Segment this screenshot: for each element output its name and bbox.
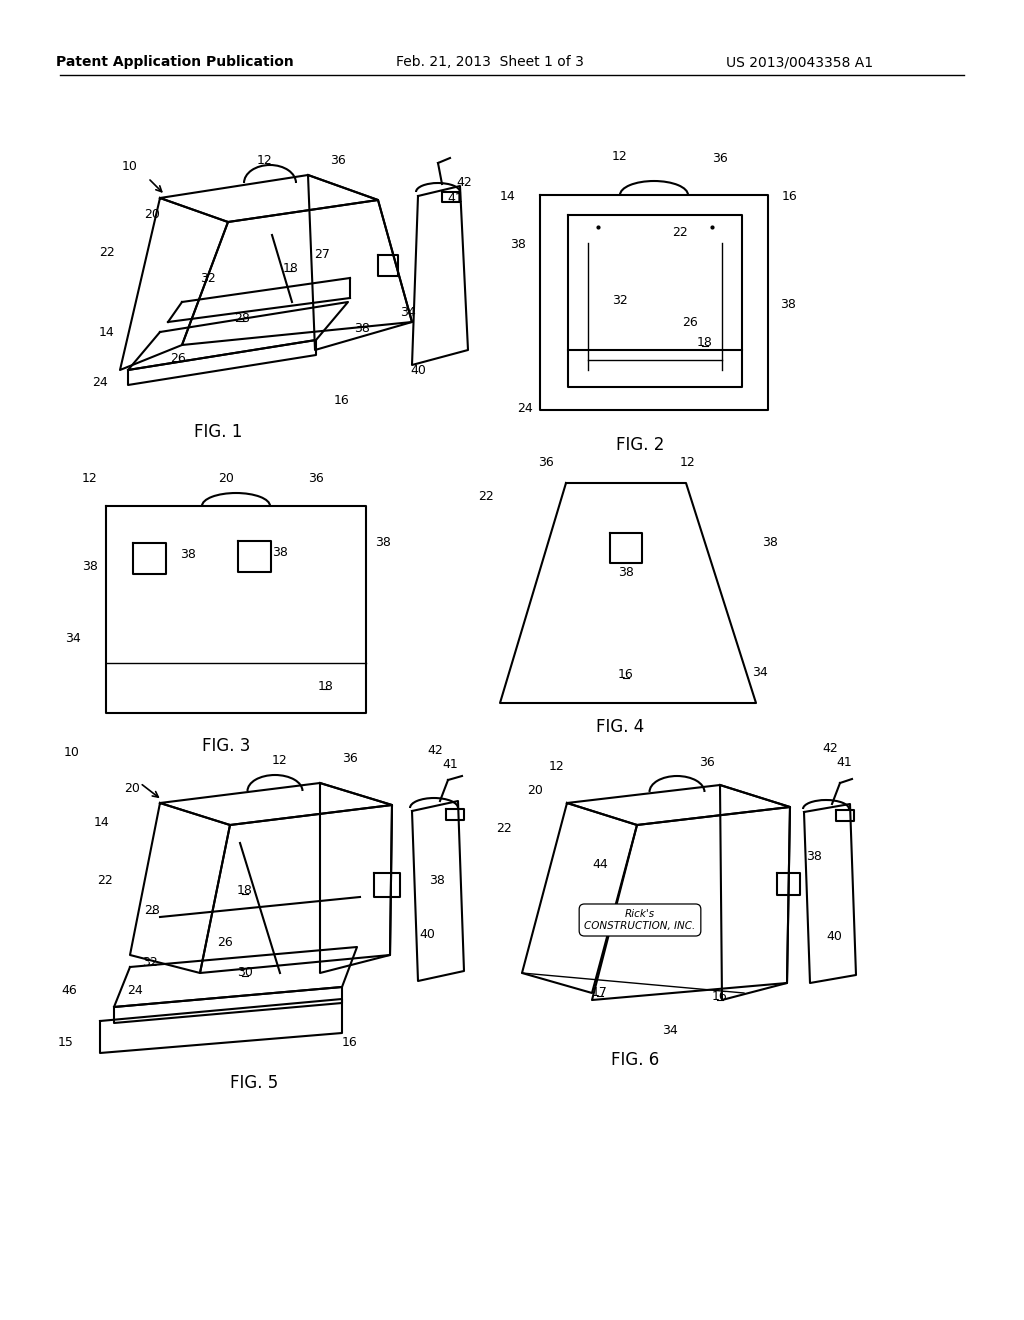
Text: 42: 42: [456, 176, 472, 189]
Text: Rick's
CONSTRUCTION, INC.: Rick's CONSTRUCTION, INC.: [585, 909, 695, 931]
Text: 28: 28: [144, 903, 160, 916]
Text: 10: 10: [65, 747, 80, 759]
Text: 18: 18: [318, 680, 334, 693]
Text: 16: 16: [712, 990, 728, 1003]
Text: 38: 38: [806, 850, 822, 863]
Text: 32: 32: [200, 272, 216, 285]
Text: 32: 32: [142, 957, 158, 969]
Text: 26: 26: [170, 351, 186, 364]
Text: 16: 16: [342, 1036, 357, 1049]
Text: 41: 41: [447, 191, 463, 205]
Text: 36: 36: [712, 152, 728, 165]
Text: 32: 32: [612, 293, 628, 306]
Text: 38: 38: [180, 549, 196, 561]
Text: 38: 38: [375, 536, 391, 549]
Text: 24: 24: [92, 375, 108, 388]
Text: Feb. 21, 2013  Sheet 1 of 3: Feb. 21, 2013 Sheet 1 of 3: [396, 55, 584, 69]
Text: 42: 42: [822, 742, 838, 755]
Text: 12: 12: [549, 760, 565, 774]
Text: 12: 12: [680, 457, 696, 470]
Text: 34: 34: [66, 631, 81, 644]
Text: 36: 36: [330, 153, 346, 166]
Text: 16: 16: [618, 668, 634, 681]
Text: FIG. 6: FIG. 6: [611, 1051, 659, 1069]
Text: 46: 46: [61, 985, 77, 998]
Text: 44: 44: [592, 858, 608, 871]
Text: 42: 42: [427, 744, 442, 758]
Text: 34: 34: [663, 1023, 678, 1036]
Text: 16: 16: [782, 190, 798, 203]
Text: 22: 22: [496, 821, 512, 834]
Text: 38: 38: [354, 322, 370, 334]
Text: 20: 20: [124, 783, 140, 796]
Text: FIG. 5: FIG. 5: [229, 1074, 279, 1092]
Text: 18: 18: [238, 884, 253, 898]
Text: 22: 22: [97, 874, 113, 887]
Text: US 2013/0043358 A1: US 2013/0043358 A1: [726, 55, 873, 69]
Text: 20: 20: [527, 784, 543, 796]
Text: 41: 41: [837, 756, 852, 770]
Text: 24: 24: [127, 985, 143, 998]
Text: 38: 38: [780, 298, 796, 312]
Text: 38: 38: [429, 874, 445, 887]
Text: 26: 26: [217, 936, 232, 949]
Text: 12: 12: [257, 153, 272, 166]
Text: 36: 36: [308, 471, 324, 484]
Text: 18: 18: [697, 337, 713, 350]
Text: 10: 10: [122, 161, 138, 173]
Text: 36: 36: [699, 755, 715, 768]
Text: 22: 22: [99, 246, 115, 259]
Text: 22: 22: [478, 491, 494, 503]
Text: 34: 34: [400, 305, 416, 318]
Text: 38: 38: [510, 239, 526, 252]
Text: 30: 30: [238, 966, 253, 979]
Text: FIG. 4: FIG. 4: [596, 718, 644, 737]
Text: 20: 20: [144, 209, 160, 222]
Text: 14: 14: [94, 817, 110, 829]
Text: 14: 14: [500, 190, 516, 203]
Text: FIG. 3: FIG. 3: [202, 737, 250, 755]
Text: 16: 16: [334, 393, 350, 407]
Text: 24: 24: [517, 401, 532, 414]
Text: 38: 38: [618, 566, 634, 579]
Text: 36: 36: [539, 457, 554, 470]
Text: 14: 14: [99, 326, 115, 338]
Text: 12: 12: [612, 150, 628, 164]
Text: 26: 26: [682, 317, 698, 330]
Text: 18: 18: [283, 261, 299, 275]
Text: 27: 27: [314, 248, 330, 261]
Text: FIG. 2: FIG. 2: [615, 436, 665, 454]
Text: 28: 28: [234, 312, 250, 325]
Text: 12: 12: [82, 471, 98, 484]
Text: 17: 17: [592, 986, 608, 999]
Text: FIG. 1: FIG. 1: [194, 422, 243, 441]
Text: 41: 41: [442, 759, 458, 771]
Text: 40: 40: [419, 928, 435, 941]
Text: 34: 34: [752, 667, 768, 680]
Text: 38: 38: [272, 546, 288, 560]
Text: 15: 15: [58, 1036, 74, 1049]
Text: 22: 22: [672, 227, 688, 239]
Text: 38: 38: [82, 560, 98, 573]
Text: 12: 12: [272, 755, 288, 767]
Text: 38: 38: [762, 536, 778, 549]
Text: 36: 36: [342, 751, 357, 764]
Text: Patent Application Publication: Patent Application Publication: [56, 55, 294, 69]
Text: 20: 20: [218, 471, 233, 484]
Text: 40: 40: [410, 363, 426, 376]
Text: 40: 40: [826, 931, 842, 944]
